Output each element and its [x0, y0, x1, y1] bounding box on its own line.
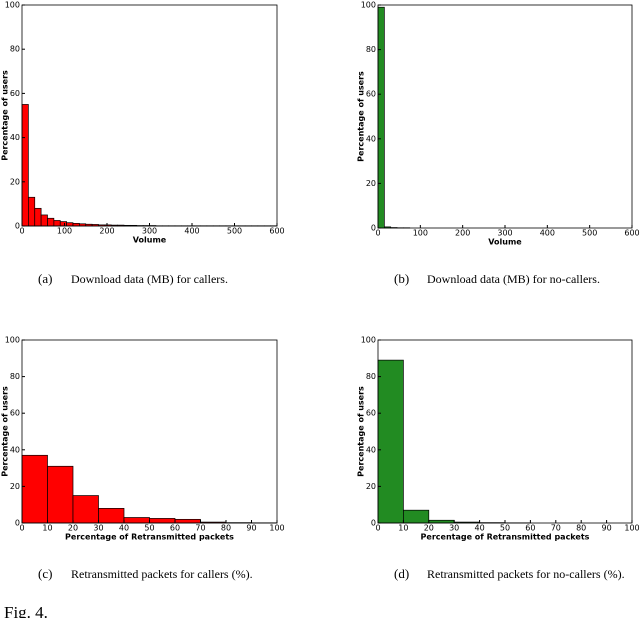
x-tick-label: 20 — [424, 524, 434, 533]
bar — [123, 517, 150, 524]
y-tick-label: 60 — [366, 90, 376, 99]
panel-caption: Retransmitted packets for no-callers (%)… — [427, 567, 625, 581]
y-axis-label: Percentage of users — [1, 386, 10, 477]
x-tick-label: 80 — [221, 524, 231, 533]
bar — [403, 509, 430, 524]
axes-frame — [377, 339, 633, 524]
x-axis-label: Volume — [488, 238, 522, 247]
x-tick-label: 90 — [602, 524, 612, 533]
y-tick-label: 40 — [366, 134, 376, 143]
bar — [149, 518, 176, 524]
y-tick-label: 80 — [366, 372, 376, 381]
x-tick-label: 70 — [551, 524, 561, 533]
y-tick-label: 60 — [366, 409, 376, 418]
y-tick-label: 20 — [366, 179, 376, 188]
y-tick-label: 40 — [10, 133, 20, 142]
x-tick-label: 0 — [19, 524, 24, 533]
bar — [72, 495, 99, 524]
axes-frame — [377, 4, 633, 229]
bar — [34, 207, 42, 227]
x-tick-label: 0 — [375, 524, 380, 533]
y-axis-label: Percentage of users — [357, 71, 366, 162]
y-tick-label: 60 — [10, 409, 20, 418]
y-tick-label: 20 — [10, 177, 20, 186]
x-tick-label: 30 — [93, 524, 103, 533]
x-tick-label: 60 — [170, 524, 180, 533]
x-tick-label: 500 — [227, 227, 242, 236]
x-tick-label: 80 — [576, 524, 586, 533]
y-tick-label: 0 — [371, 519, 376, 528]
x-tick-label: 100 — [413, 229, 428, 238]
panel-caption: Download data (MB) for callers. — [71, 272, 228, 286]
x-tick-label: 90 — [246, 524, 256, 533]
panel-caption: Download data (MB) for no-callers. — [427, 272, 600, 286]
y-tick-label: 40 — [366, 445, 376, 454]
y-tick-label: 0 — [15, 222, 20, 231]
x-tick-label: 200 — [99, 227, 114, 236]
x-tick-label: 60 — [525, 524, 535, 533]
x-tick-label: 10 — [42, 524, 52, 533]
y-tick-label: 100 — [5, 336, 20, 345]
y-tick-label: 80 — [10, 372, 20, 381]
x-tick-label: 200 — [455, 229, 470, 238]
x-axis-label: Percentage of Retransmitted packets — [65, 533, 234, 542]
x-tick-label: 100 — [57, 227, 72, 236]
panel-label: (a) — [38, 271, 52, 286]
x-tick-label: 40 — [475, 524, 485, 533]
x-tick-label: 70 — [195, 524, 205, 533]
bar — [377, 359, 404, 524]
x-tick-label: 300 — [142, 227, 157, 236]
x-tick-label: 0 — [19, 227, 24, 236]
y-tick-label: 40 — [10, 445, 20, 454]
x-tick-label: 600 — [624, 229, 639, 238]
x-tick-label: 10 — [398, 524, 408, 533]
panel-label: (b) — [394, 271, 409, 286]
axes-frame — [21, 4, 278, 227]
x-tick-label: 300 — [497, 229, 512, 238]
x-tick-label: 30 — [449, 524, 459, 533]
y-tick-label: 60 — [10, 89, 20, 98]
x-tick-label: 600 — [269, 227, 284, 236]
y-tick-label: 80 — [10, 45, 20, 54]
bar — [47, 217, 55, 227]
x-axis-label: Volume — [133, 236, 167, 245]
bar — [40, 214, 48, 227]
y-tick-label: 100 — [361, 1, 376, 10]
bar — [21, 104, 29, 227]
y-tick-label: 20 — [10, 482, 20, 491]
x-tick-label: 100 — [624, 524, 639, 533]
x-tick-label: 0 — [375, 229, 380, 238]
x-tick-label: 20 — [68, 524, 78, 533]
y-tick-label: 100 — [361, 336, 376, 345]
y-tick-label: 0 — [15, 519, 20, 528]
y-axis-label: Percentage of users — [357, 386, 366, 477]
bar — [174, 518, 201, 524]
bar — [28, 196, 36, 227]
figure-caption: Fig. 4. — [4, 603, 48, 618]
bar — [59, 221, 67, 227]
bar — [47, 465, 74, 524]
panel-label: (d) — [394, 566, 409, 581]
x-tick-label: 50 — [500, 524, 510, 533]
y-tick-label: 20 — [366, 482, 376, 491]
bar — [53, 220, 61, 227]
y-tick-label: 80 — [366, 45, 376, 54]
x-tick-label: 500 — [582, 229, 597, 238]
y-tick-label: 0 — [371, 224, 376, 233]
x-axis-label: Percentage of Retransmitted packets — [421, 533, 590, 542]
x-tick-label: 100 — [269, 524, 284, 533]
x-tick-label: 400 — [184, 227, 199, 236]
x-tick-label: 50 — [144, 524, 154, 533]
x-tick-label: 400 — [540, 229, 555, 238]
y-axis-label: Percentage of users — [1, 70, 10, 161]
y-tick-label: 100 — [5, 1, 20, 10]
panel-label: (c) — [38, 566, 52, 581]
bar — [21, 454, 48, 524]
bar — [66, 222, 74, 227]
x-tick-label: 40 — [119, 524, 129, 533]
bar — [377, 6, 385, 229]
panel-caption: Retransmitted packets for callers (%). — [71, 567, 253, 581]
bar — [98, 508, 125, 524]
